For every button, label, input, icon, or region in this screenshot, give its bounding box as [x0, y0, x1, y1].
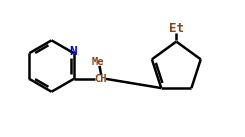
Text: CH: CH	[95, 74, 107, 84]
Text: N: N	[70, 45, 77, 58]
Text: Me: Me	[92, 57, 105, 67]
Text: Et: Et	[169, 22, 184, 35]
